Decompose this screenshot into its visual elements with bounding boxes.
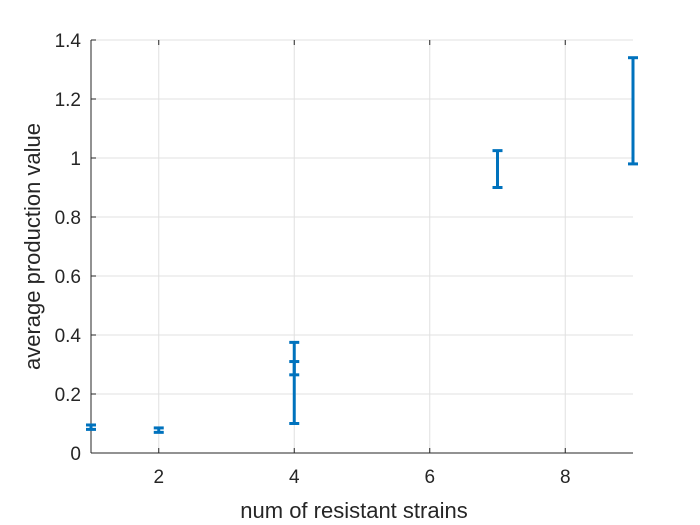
data-layer (86, 56, 638, 434)
error-bar (628, 56, 638, 166)
y-tick-label: 0 (70, 444, 81, 465)
x-tick-label: 6 (424, 467, 435, 488)
x-axis-label: num of resistant strains (240, 498, 467, 523)
y-tick-label: 0.8 (55, 208, 81, 229)
error-bar (492, 149, 503, 189)
y-tick-label: 1.4 (55, 31, 82, 52)
grid-layer (91, 39, 633, 454)
axes-layer (90, 39, 633, 454)
y-tick-label: 1.2 (55, 90, 81, 111)
y-tick-label: 0.2 (55, 385, 81, 406)
tick-label-layer: 2 4 6 8 0 0.2 0.4 0.6 0.8 1 1.2 1.4 (55, 31, 571, 488)
error-bar (153, 426, 164, 434)
x-tick-label: 8 (560, 467, 571, 488)
x-tick-label: 2 (153, 467, 164, 488)
y-tick-label: 0.4 (55, 326, 82, 347)
error-bar (86, 423, 96, 431)
x-tick-label: 4 (289, 467, 300, 488)
y-tick-label: 0.6 (55, 267, 81, 288)
y-tick-label: 1 (70, 149, 81, 170)
y-axis-label: average production value (20, 123, 45, 370)
error-bar (289, 340, 300, 377)
